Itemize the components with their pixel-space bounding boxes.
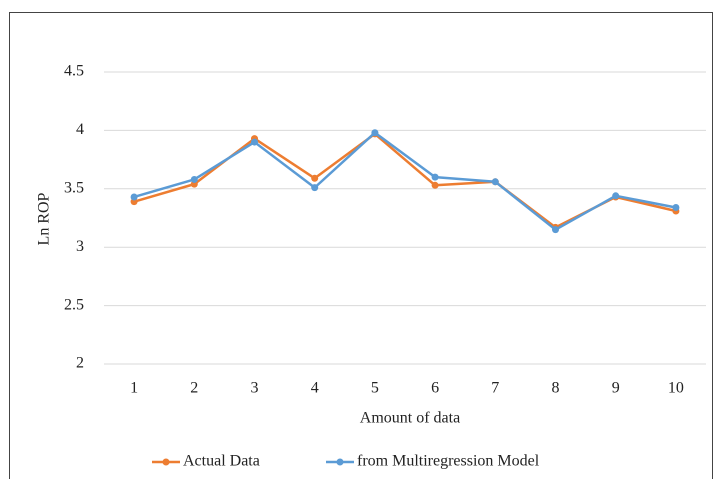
data-point (672, 203, 680, 211)
y-tick-label: 2.5 (64, 296, 84, 313)
x-tick-label: 3 (251, 380, 259, 397)
x-tick-label: 2 (190, 380, 198, 397)
data-point (612, 192, 620, 200)
data-point (311, 174, 319, 182)
series-line (133, 131, 677, 231)
legend-label: Actual Data (183, 453, 260, 470)
series-line (133, 132, 677, 229)
legend-marker (162, 458, 170, 466)
x-tick-label: 10 (668, 380, 684, 397)
y-tick-label: 4.5 (64, 63, 84, 80)
legend-label: from Multiregression Model (357, 453, 540, 470)
data-point (431, 173, 439, 181)
legend-marker (336, 458, 344, 466)
data-point (371, 129, 379, 137)
y-tick-label: 3 (76, 238, 84, 255)
chart-frame (9, 12, 713, 479)
x-tick-label: 8 (552, 380, 560, 397)
x-tick-label: 1 (130, 380, 138, 397)
data-point (190, 175, 198, 183)
y-tick-label: 3.5 (64, 179, 84, 196)
data-point (491, 178, 499, 186)
x-tick-label: 9 (612, 380, 620, 397)
x-tick-label: 6 (431, 380, 439, 397)
x-axis-title: Amount of data (360, 410, 460, 427)
x-tick-label: 4 (311, 380, 319, 397)
x-tick-label: 5 (371, 380, 379, 397)
x-tick-label: 7 (491, 380, 499, 397)
y-tick-label: 2 (76, 355, 84, 372)
data-point (311, 184, 319, 192)
y-tick-label: 4 (76, 121, 84, 138)
data-point (552, 226, 559, 234)
y-axis-title: Ln ROP (36, 192, 53, 245)
data-point (130, 193, 138, 201)
data-point (251, 138, 258, 146)
data-point (431, 181, 439, 189)
